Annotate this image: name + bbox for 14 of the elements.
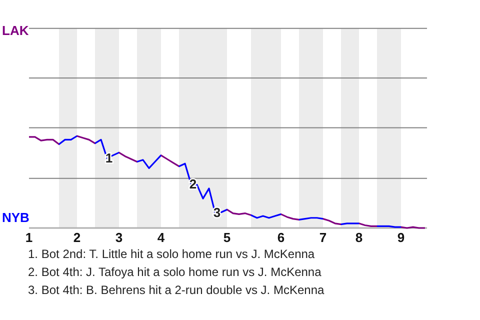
x-tick-label: 4 (157, 230, 166, 245)
text: LAK (2, 23, 30, 38)
text: 2. Bot 4th: J. Tafoya hit a solo home run vs J. McKenna (28, 265, 322, 279)
x-tick-label: 9 (397, 230, 405, 245)
annotation: NYB (2, 210, 30, 225)
x-tick-label: 2 (73, 230, 81, 245)
x-tick-label: 7 (319, 230, 327, 245)
text: 3. Bot 4th: B. Behrens hit a 2-run double vs J. McKenna (28, 283, 324, 297)
x-tick-label: 5 (223, 230, 231, 245)
x-tick-label: 3 (115, 230, 123, 245)
text: 1. Bot 2nd: T. Little hit a solo home run vs J. McKenna (28, 247, 315, 261)
x-tick-label: 6 (277, 230, 285, 245)
x-tick-label: 8 (355, 230, 363, 245)
x-tick-label: 1 (25, 230, 33, 245)
